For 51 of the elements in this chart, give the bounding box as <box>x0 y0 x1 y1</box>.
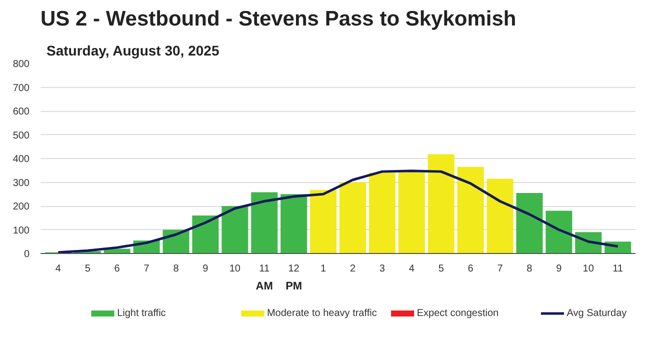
y-tick-label: 0 <box>24 249 30 260</box>
bar <box>222 206 248 254</box>
bar <box>516 192 543 254</box>
bar <box>310 190 337 254</box>
y-tick-label: 800 <box>12 59 30 70</box>
x-tick-label: 8 <box>526 264 533 274</box>
x-tick-label: 6 <box>468 264 474 274</box>
bar <box>192 216 219 254</box>
x-tick-label: 4 <box>55 264 62 274</box>
bar <box>251 192 278 254</box>
legend-label: Avg Saturday <box>566 308 627 319</box>
bar <box>280 194 308 254</box>
x-tick-label: 11 <box>612 264 624 274</box>
bar <box>486 178 514 254</box>
legend-label: Light traffic <box>117 308 166 319</box>
x-tick-label: 7 <box>144 264 150 274</box>
x-tick-label: 6 <box>114 264 120 274</box>
bar <box>339 182 366 254</box>
line-series <box>56 170 620 254</box>
y-tick-label: 300 <box>12 178 30 189</box>
x-tick-label: 10 <box>582 264 594 274</box>
chart-title: US 2 - Westbound - Stevens Pass to Skykomish <box>40 8 516 30</box>
bar <box>368 172 396 254</box>
x-tick-label: 12 <box>288 264 300 274</box>
text: PM <box>286 280 302 292</box>
x-tick-label: 3 <box>379 264 386 274</box>
bar <box>457 166 484 254</box>
y-tick-label: 600 <box>12 106 30 118</box>
x-tick-label: 2 <box>350 264 356 274</box>
x-tick-label: 10 <box>229 264 241 274</box>
x-tick-label: 8 <box>173 264 180 274</box>
x-tick-label: 5 <box>438 264 444 274</box>
bar <box>546 210 572 254</box>
y-tick-label: 200 <box>12 202 30 212</box>
legend-label: Expect congestion <box>416 308 499 319</box>
y-tick-label: 700 <box>12 82 30 94</box>
x-tick-label: 5 <box>84 264 91 274</box>
y-tick-label: 100 <box>12 225 30 236</box>
x-tick-label: 9 <box>556 264 562 274</box>
bar <box>428 154 454 254</box>
y-tick-label: 500 <box>12 130 30 142</box>
legend-label: Moderate to heavy traffic <box>266 308 377 319</box>
x-tick-label: 1 <box>320 264 326 274</box>
x-tick-label: 11 <box>259 264 270 274</box>
x-tick-label: 9 <box>202 264 209 274</box>
x-tick-label: 4 <box>408 264 415 274</box>
bar <box>398 172 425 254</box>
y-tick-label: 400 <box>12 154 30 165</box>
x-tick-label: 7 <box>497 264 504 274</box>
chart-subtitle: Saturday, August 30, 2025 <box>46 42 220 58</box>
text: AM <box>256 280 273 292</box>
